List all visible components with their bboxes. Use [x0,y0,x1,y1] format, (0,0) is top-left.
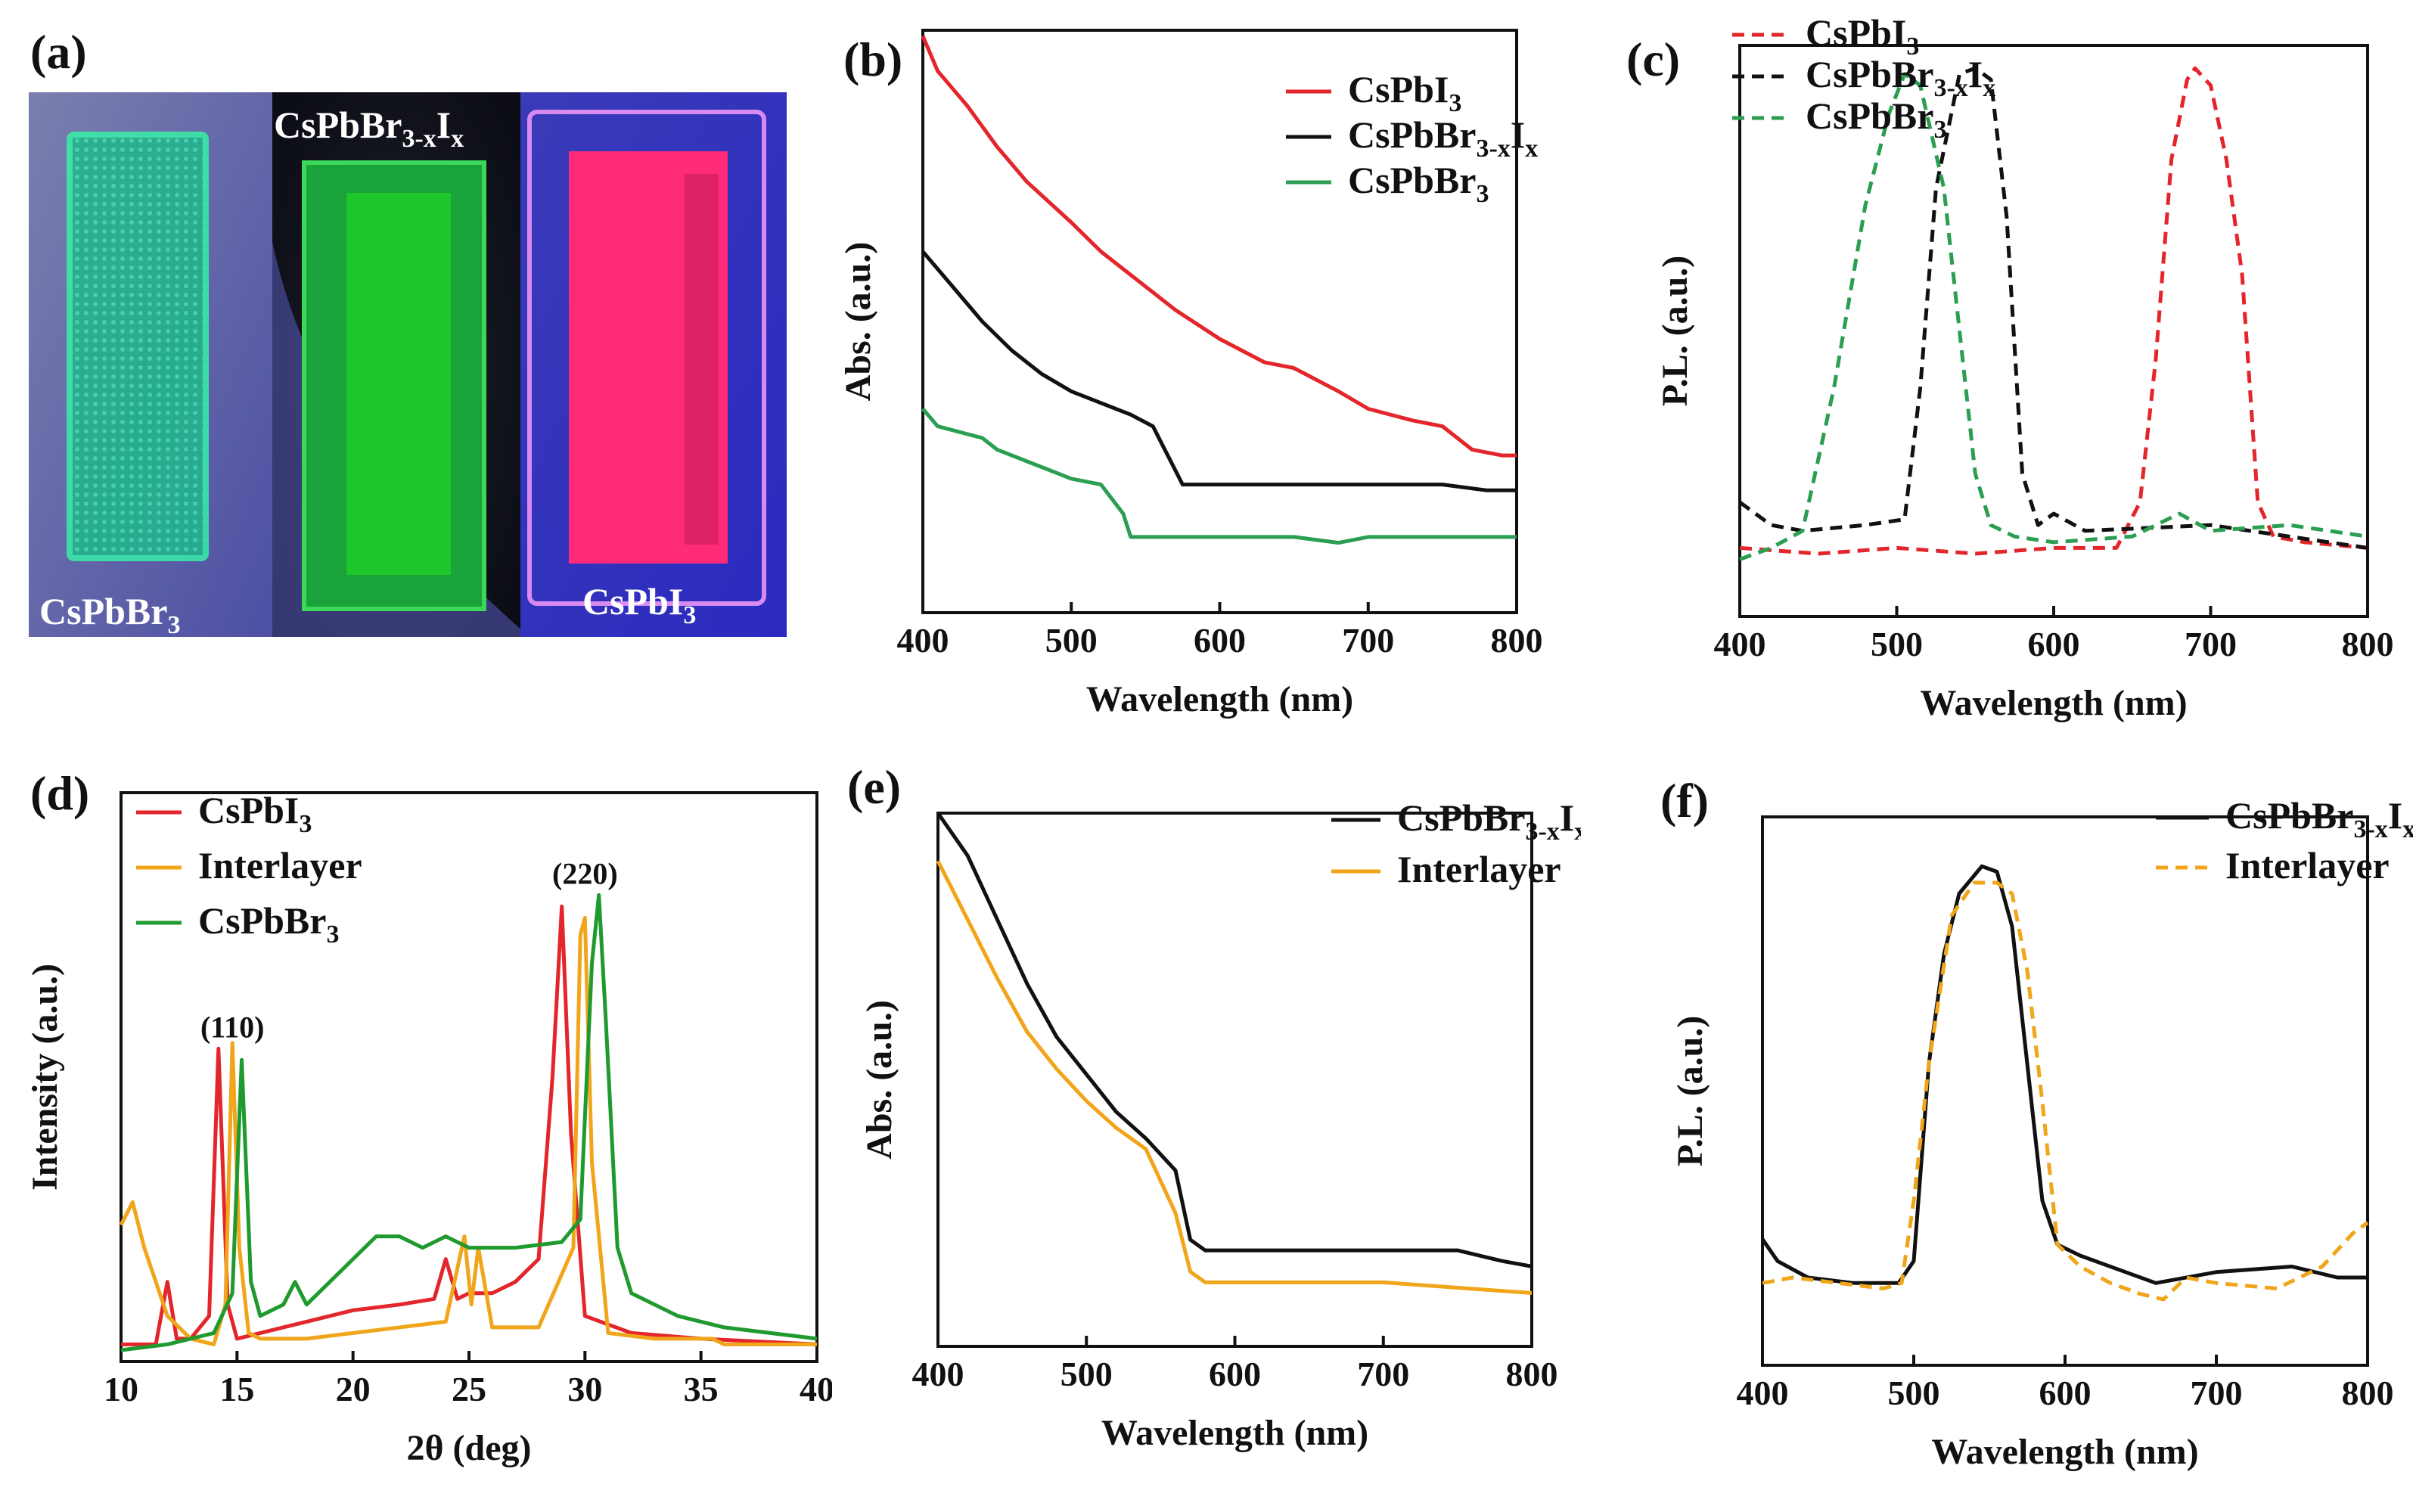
legend-label: CsPbI3 [1806,11,1919,61]
panel-a-label: (a) [30,25,87,79]
legend-label: CsPbBr3-xIx [1348,113,1538,163]
x-tick-label: 700 [2185,625,2237,663]
photo-caption-right-main: CsPbI [582,580,683,622]
panel-c-label: (c) [1626,33,1680,86]
legend-label: CsPbBr3 [198,899,339,948]
legend-label: Interlayer [1397,848,1561,890]
x-tick-label: 400 [1737,1374,1789,1412]
photo-caption-left: CsPbBr3 [39,590,180,639]
x-tick-label: 500 [1061,1355,1113,1393]
x-tick-label: 700 [1357,1355,1409,1393]
series-line-cspbbr3 [1739,72,2368,561]
peak-annotation: (110) [200,1010,264,1044]
y-axis-title: Abs. (a.u.) [838,242,878,402]
x-tick-label: 600 [2039,1374,2092,1412]
legend-label: CsPbBr3 [1348,159,1489,208]
series-line-cspbi3 [1739,66,2368,556]
x-axis-title: Wavelength (nm) [1931,1432,2198,1472]
x-tick-label: 30 [567,1370,602,1408]
photo-caption-middle-i: I [436,104,451,146]
legend-label: CsPbBr3-xIx [1806,53,1995,102]
x-tick-label: 600 [1209,1355,1261,1393]
x-tick-label: 600 [1194,621,1246,660]
x-tick-label: 35 [684,1370,719,1408]
series-line-interlayer [1762,880,2369,1302]
x-tick-label: 500 [1888,1374,1940,1412]
legend-label: CsPbBr3-xIx [2225,794,2413,843]
panel-e-label: (e) [847,760,901,814]
x-tick-label: 800 [1491,621,1543,660]
x-axis-title: Wavelength (nm) [1086,679,1353,719]
x-tick-label: 10 [104,1370,138,1408]
legend-label: Interlayer [198,844,362,886]
cspbi3-film-frame [527,110,766,606]
legend-label: CsPbI3 [1348,68,1461,117]
chart-panel-f: (f) 400 500 600 700 800 Wavelength (nm) P.L. (a… [1660,774,2413,1472]
series-line-cspbbr3-xix [1738,66,2368,550]
x-axis-title: Wavelength (nm) [1101,1413,1368,1453]
x-tick-label: 15 [219,1370,254,1408]
y-axis-title: P.L. (a.u.) [1655,256,1695,407]
legend-label: CsPbBr3 [1806,95,1946,144]
y-axis-title: Abs. (a.u.) [859,1000,899,1160]
legend-label: CsPbBr3-xIx [1397,796,1581,846]
series-line-cspbi3 [921,35,1517,458]
x-tick-label: 25 [452,1370,486,1408]
y-axis-title: Intensity (a.u.) [25,964,65,1191]
photo-caption-left-main: CsPbBr [39,590,167,632]
photo-caption-left-sub: 3 [167,611,180,639]
chart-panel-b: (b) 400 500 600 700 800 Wavelength (nm) Abs. (a… [838,29,1543,719]
x-axis-title: 2θ (deg) [406,1428,531,1468]
series-line-cspbbr3-xix [936,812,1533,1268]
x-tick-label: 500 [1871,625,1923,663]
chart-panel-d: (d) 10 15 20 25 30 35 40 2θ (deg) Intensity (a.u.… [25,766,832,1468]
chart-panel-c: (c) 400 500 600 700 800 Wavelength (nm) P.L. (a… [1626,11,2394,723]
legend-label: Interlayer [2225,844,2390,886]
x-tick-label: 600 [2028,625,2080,663]
series-line-cspbi3 [121,904,818,1346]
x-tick-label: 400 [912,1355,964,1393]
panel-d-label: (d) [30,766,89,820]
cspbbr3-film [67,132,209,561]
peak-annotation: (220) [552,856,618,890]
x-tick-label: 800 [1506,1355,1558,1393]
panel-f-label: (f) [1660,774,1709,827]
photo-caption-middle-sub: 3-x [402,125,436,153]
panel-b-label: (b) [843,33,902,86]
series-line-cspbbr3-xix [921,250,1517,492]
x-tick-label: 400 [897,621,949,660]
photo-caption-middle-x: x [451,125,464,153]
photo-caption-right-sub: 3 [683,601,696,629]
x-tick-label: 700 [2191,1374,2243,1412]
photo-caption-right: CsPbI3 [582,580,696,629]
x-tick-label: 500 [1045,621,1098,660]
cspbi3-film-darker-strip [685,174,719,545]
x-tick-label: 20 [336,1370,371,1408]
series-line-cspbbr3 [120,893,818,1352]
series-line-cspbbr3 [921,407,1517,545]
legend-label: CsPbI3 [198,789,312,838]
plot-frame [936,812,1533,1348]
y-axis-title: P.L. (a.u.) [1670,1016,1710,1167]
x-tick-label: 700 [1342,621,1394,660]
series-line-cspbbr3-xix [1760,864,2368,1285]
photo-caption-middle: CsPbBr3-xIx [274,104,464,153]
series-line-interlayer [119,915,817,1346]
x-tick-label: 800 [2342,625,2394,663]
chart-panel-e: (e) 400 500 600 700 800 Wavelength (nm) Abs. (a… [847,760,1581,1453]
x-axis-title: Wavelength (nm) [1920,683,2187,723]
series-line-interlayer [936,860,1533,1295]
x-tick-label: 40 [800,1370,832,1408]
photo-caption-middle-main: CsPbBr [274,104,402,146]
cspbbr3-xix-film [346,193,451,575]
x-tick-label: 400 [1714,625,1766,663]
x-tick-label: 800 [2342,1374,2394,1412]
